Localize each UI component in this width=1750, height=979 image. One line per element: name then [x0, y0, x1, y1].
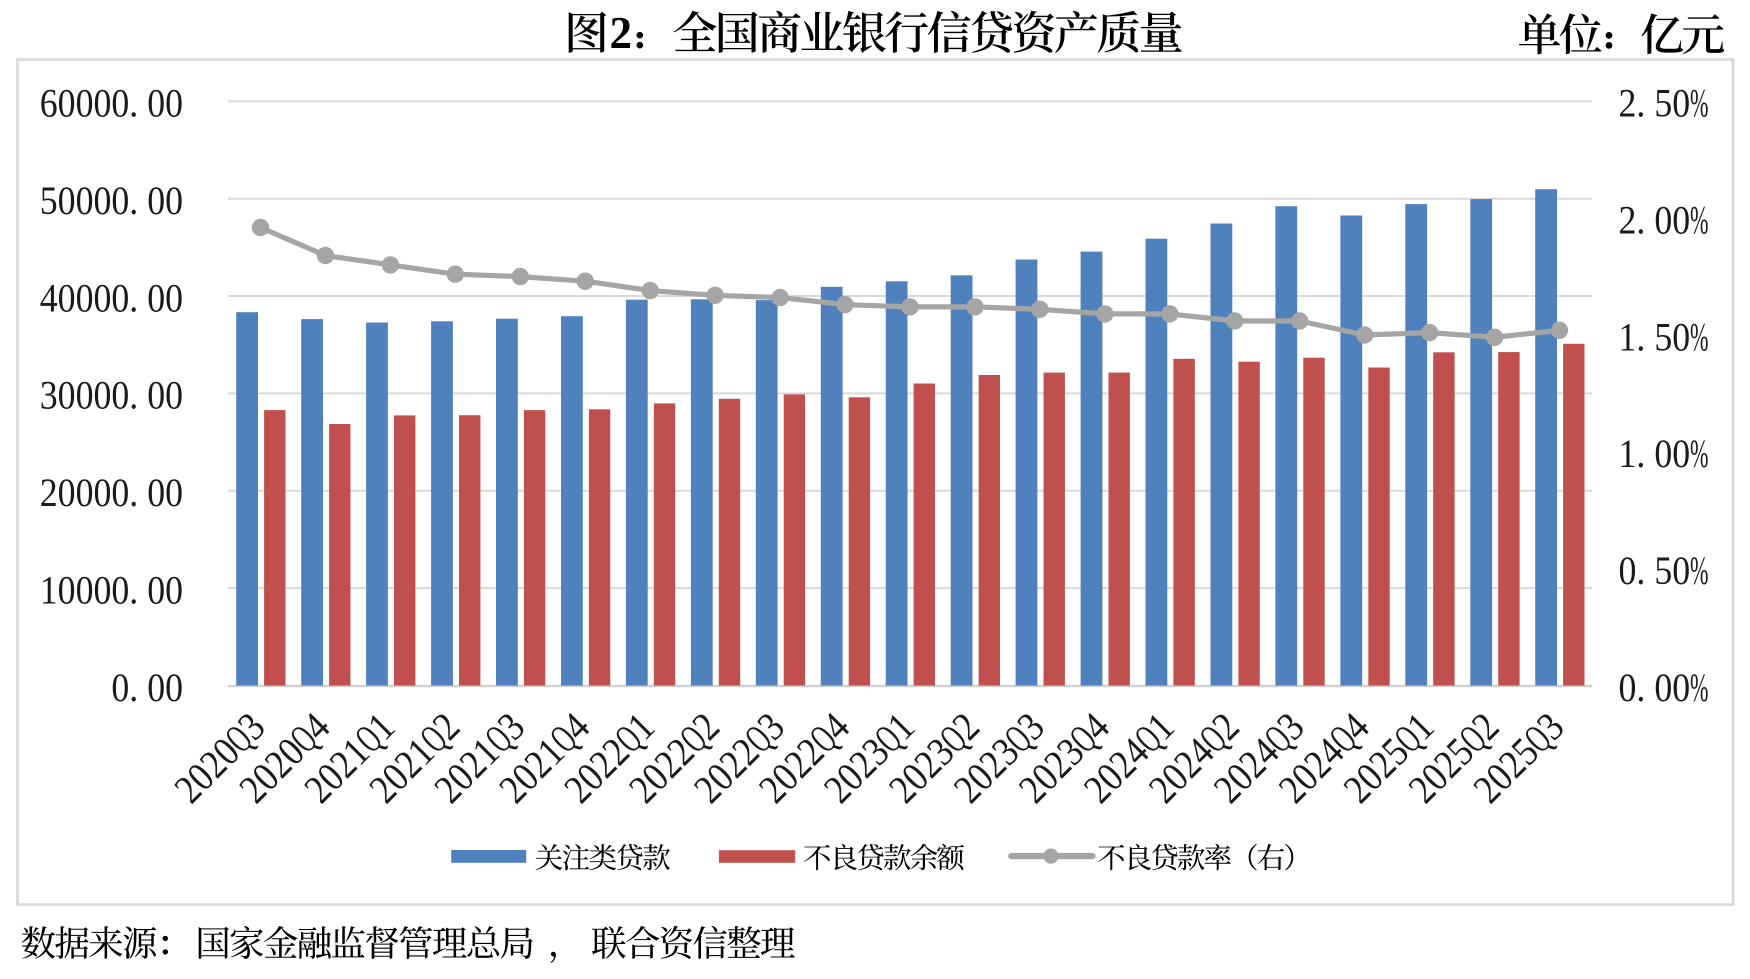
svg-text:%: %	[1690, 316, 1708, 361]
svg-text:0.00: 0. 00	[111, 666, 183, 711]
svg-text:0.00: 0. 00	[1619, 666, 1691, 711]
svg-text:40000.00: 40000. 00	[40, 276, 183, 321]
svg-text:10000.00: 10000. 00	[40, 568, 183, 613]
svg-text:%: %	[1690, 432, 1708, 477]
svg-text:1.00: 1. 00	[1619, 432, 1691, 477]
svg-text:%: %	[1690, 666, 1708, 711]
svg-text:30000.00: 30000. 00	[40, 374, 183, 419]
svg-text:%: %	[1690, 549, 1708, 594]
svg-text:%: %	[1690, 199, 1708, 244]
svg-text:%: %	[1690, 82, 1708, 127]
svg-text:2.50: 2. 50	[1619, 82, 1691, 127]
svg-text:2: 2	[610, 8, 633, 58]
svg-text:2.00: 2. 00	[1619, 198, 1691, 243]
svg-text:0.50: 0. 50	[1619, 549, 1691, 594]
svg-text:20000.00: 20000. 00	[40, 471, 183, 516]
svg-text:1.50: 1. 50	[1619, 315, 1691, 360]
svg-text:50000.00: 50000. 00	[40, 179, 183, 224]
svg-text:60000.00: 60000. 00	[40, 82, 183, 127]
